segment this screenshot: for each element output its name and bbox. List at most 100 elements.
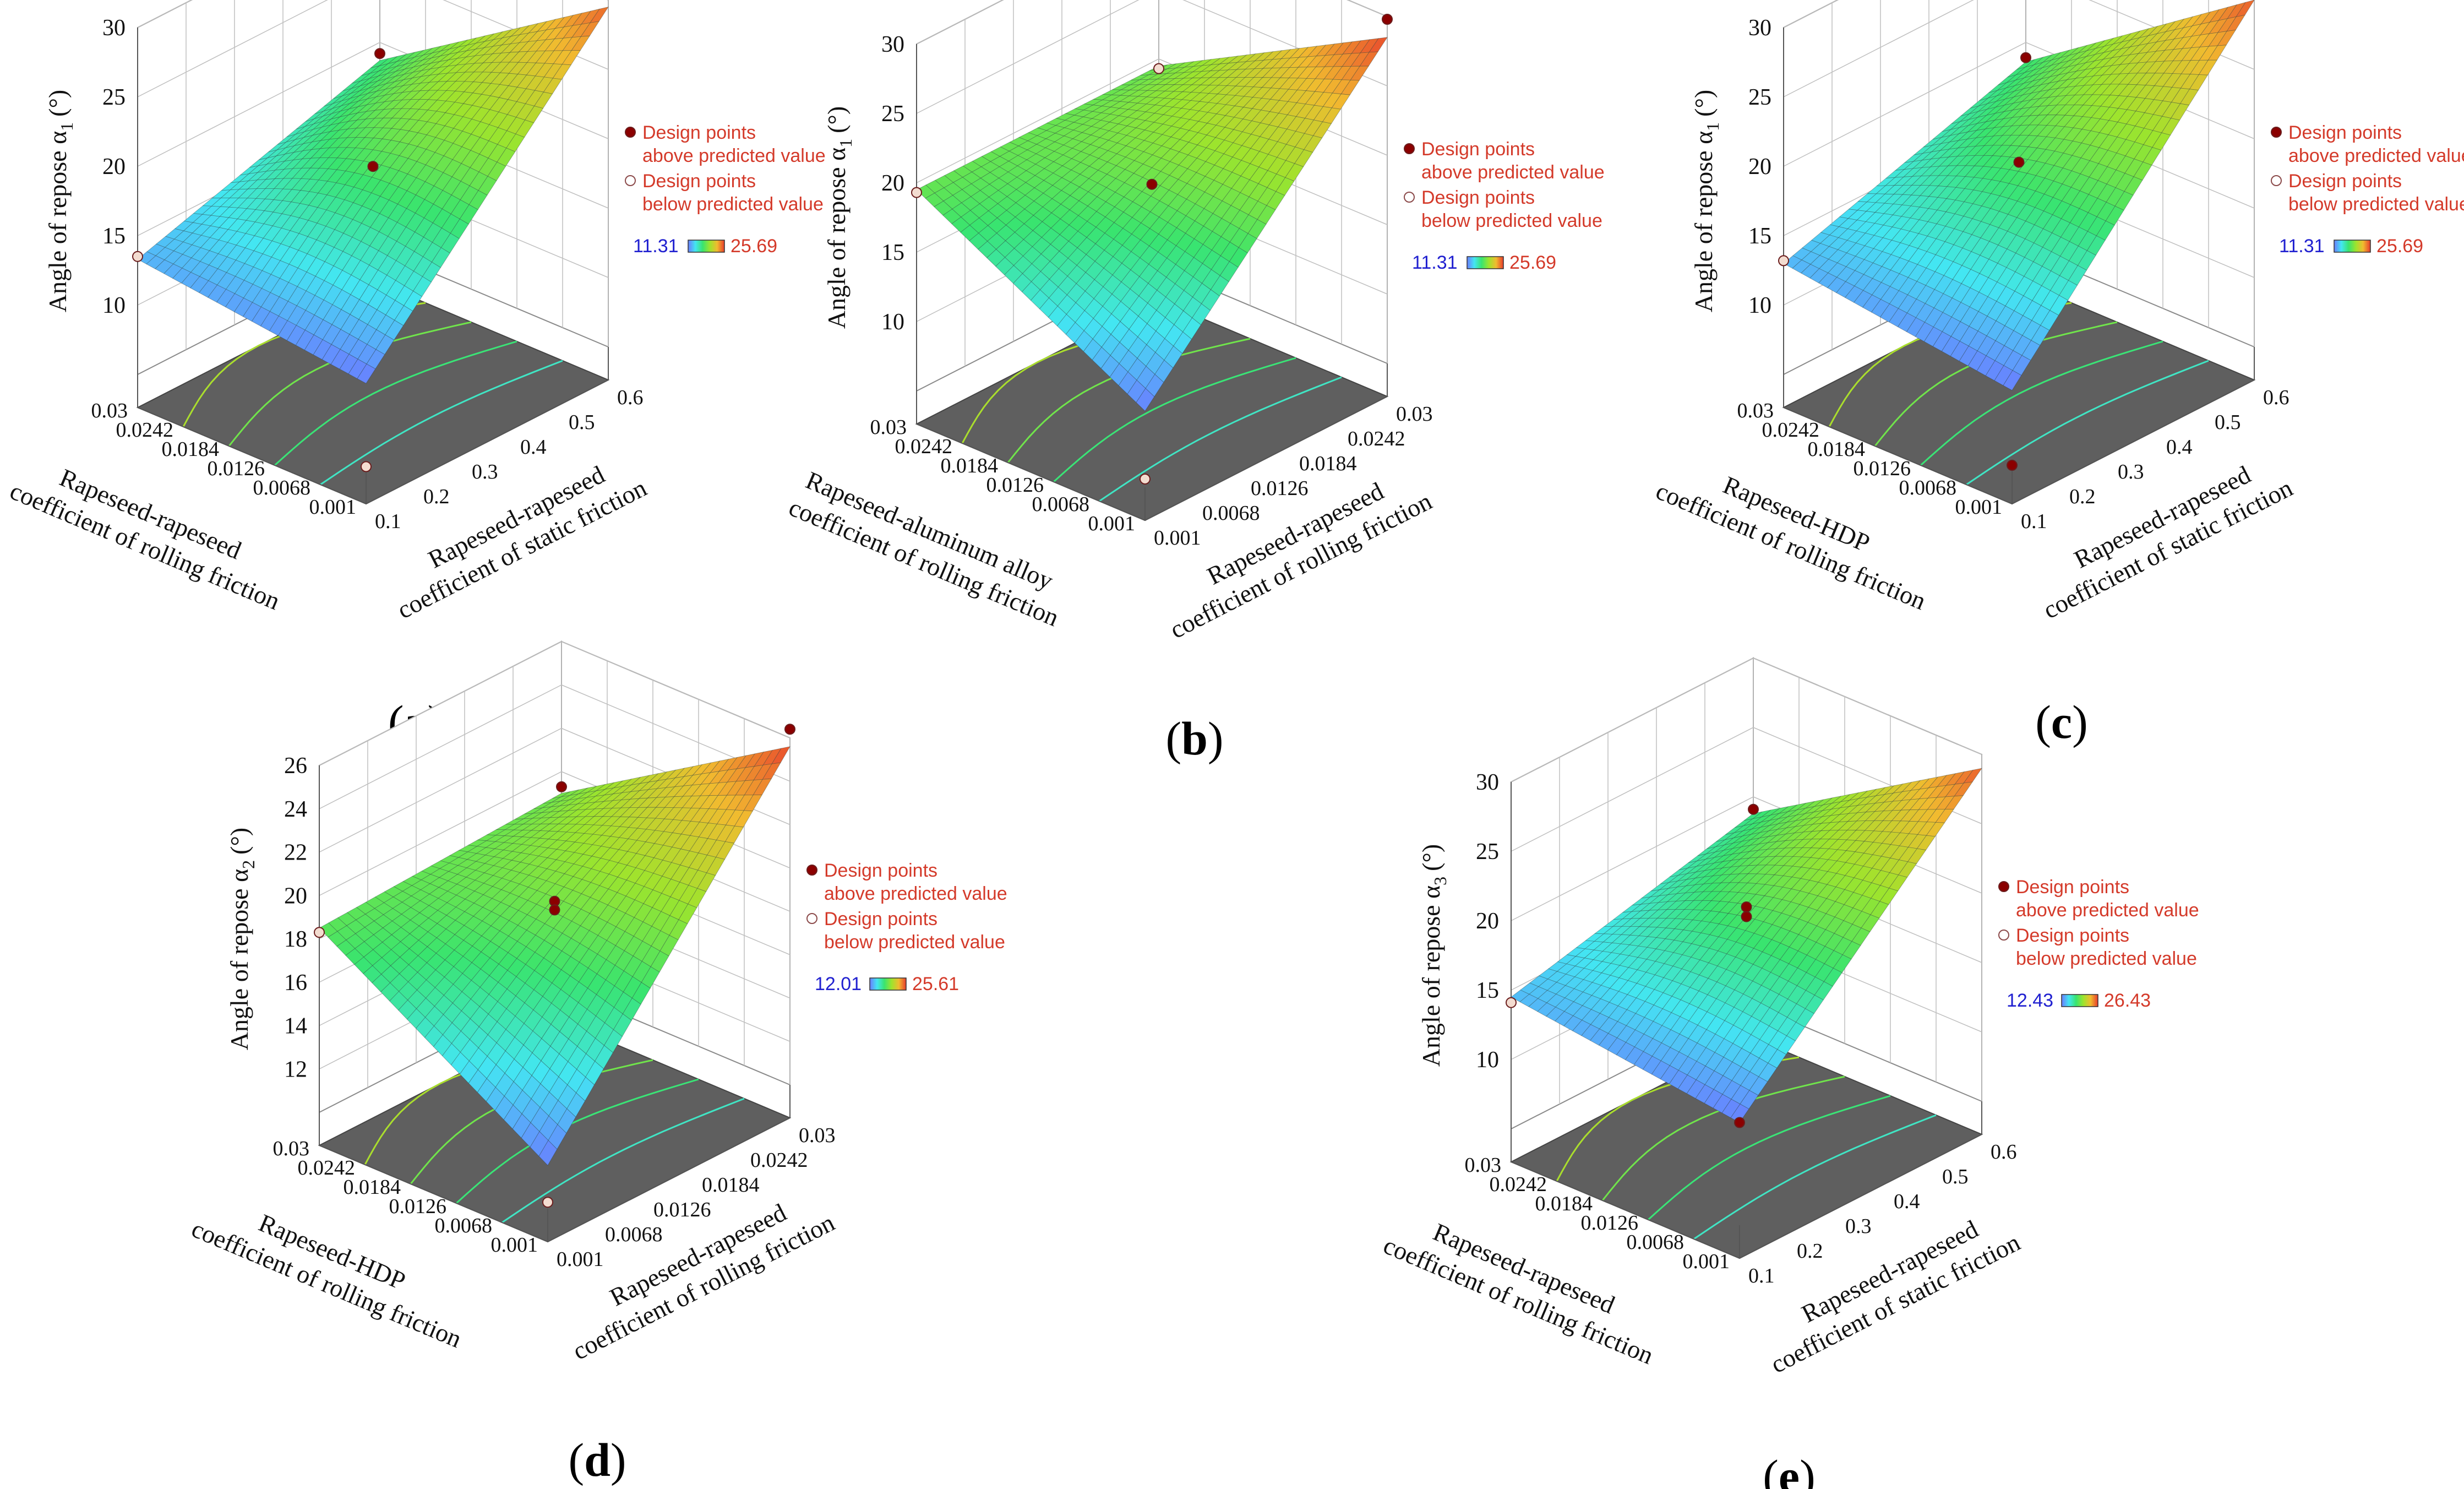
legend-below-marker (2271, 175, 2282, 186)
surface-cell (1210, 275, 1229, 297)
legend-low-value: 12.43 (2007, 990, 2053, 1011)
design-point-above (2007, 459, 2018, 471)
right-axis-tick-label: 0.03 (799, 1124, 836, 1147)
legend-above-text: Design points (642, 122, 756, 143)
right-axis-tick-label: 0.001 (557, 1248, 604, 1271)
design-point-above (1741, 911, 1752, 922)
right-axis-tick-label: 0.3 (1845, 1215, 1872, 1238)
legend-below-marker (1998, 930, 2009, 941)
right-axis-tick-label: 0.0068 (1202, 502, 1260, 525)
legend-color-bar (688, 240, 725, 253)
right-axis-line (366, 379, 609, 504)
z-tick-label: 15 (1476, 978, 1499, 1003)
right-axis-tick-label: 0.1 (375, 510, 401, 533)
right-axis-tick-label: 0.0126 (653, 1198, 711, 1221)
legend-below-text: Design points (2288, 171, 2402, 192)
legend-below-marker (625, 175, 636, 186)
right-axis-tick-label: 0.0184 (1299, 452, 1357, 475)
panel-label: (b) (1165, 712, 1223, 765)
design-point-below (361, 461, 372, 472)
surface-cell (562, 50, 581, 66)
left-axis-tick-label: 0.03 (91, 399, 128, 422)
surface-cell (459, 204, 478, 225)
right-axis-tick-label: 0.0242 (1348, 427, 1405, 450)
right-axis-tick-label: 0.6 (617, 386, 644, 409)
left-axis-tick-label: 0.001 (491, 1233, 538, 1257)
legend-below-text: below predicted value (824, 932, 1005, 953)
design-point-below (542, 1197, 553, 1208)
right-axis-tick-label: 0.03 (1396, 403, 1433, 426)
design-points (132, 48, 385, 472)
surface-cell (580, 21, 599, 37)
legend-above-text: Design points (824, 860, 937, 881)
surface-cell (1229, 247, 1248, 268)
legend-low-value: 12.01 (815, 974, 862, 995)
legend-above-marker (806, 865, 817, 876)
floor-contour (228, 321, 472, 447)
floor-contour (1099, 376, 1342, 502)
left-axis-tick-label: 0.0242 (116, 419, 174, 442)
surface-cell (1285, 163, 1304, 182)
surface-cell (440, 233, 460, 254)
z-tick-label: 30 (1476, 770, 1499, 795)
legend-below-text: Design points (1421, 187, 1535, 208)
legend-below-text: below predicted value (2288, 194, 2464, 215)
design-point-above (2013, 156, 2025, 168)
surface-cell (1266, 191, 1285, 210)
surface-cell (357, 363, 376, 384)
right-axis-tick-label: 0.0068 (605, 1223, 663, 1246)
surface-cell (431, 247, 450, 268)
z-tick-label: 26 (284, 753, 307, 779)
surface-cell (1359, 51, 1378, 67)
design-point-above (556, 781, 567, 792)
response-surface (916, 37, 1388, 412)
z-tick-label: 25 (881, 101, 904, 127)
right-axis-tick-label: 0.2 (423, 485, 450, 508)
z-tick-label: 15 (881, 240, 904, 265)
surface-cell (1173, 332, 1192, 354)
right-axis-tick-label: 0.4 (2166, 436, 2193, 459)
right-axis-tick-label: 0.6 (1991, 1140, 2017, 1164)
floor-contour (1053, 357, 1296, 483)
legend-above-marker (625, 127, 636, 138)
left-axis-tick-label: 0.0126 (208, 457, 265, 480)
z-axis: 10 15 20 25 30 Angle of repose α1(°) (43, 15, 138, 374)
z-axis: 10 15 20 25 30 Angle of repose α3(°) (1417, 770, 1512, 1129)
surface-cell (1331, 94, 1350, 110)
legend-below-text: below predicted value (642, 194, 824, 215)
right-axis-tick-label: 0.4 (520, 436, 547, 459)
right-axis-tick-label: 0.0242 (750, 1149, 808, 1172)
z-tick-label: 25 (1476, 839, 1499, 865)
z-axis-label: Angle of repose α1(°) (822, 106, 855, 329)
surface-cell (366, 349, 385, 369)
left-axis-tick-label: 0.001 (1683, 1250, 1730, 1273)
right-axis-tick-label: 0.1 (1748, 1264, 1775, 1287)
left-axis-tick-label: 0.001 (309, 496, 357, 519)
z-tick-label: 10 (881, 309, 904, 335)
right-axis-tick-label: 0.0184 (702, 1173, 760, 1197)
surface-cell (1257, 205, 1276, 225)
legend-above-marker (1998, 881, 2009, 892)
surface-cell (1192, 303, 1211, 325)
design-point-below (1153, 63, 1164, 74)
floor-contour (1007, 338, 1251, 463)
panel-label: (c) (2035, 695, 2087, 748)
surface-cell (515, 119, 535, 138)
legend-color-bar (2334, 240, 2371, 253)
left-axis-line (137, 407, 367, 504)
legend-high-value: 25.69 (731, 236, 777, 257)
legend-low-value: 11.31 (1412, 252, 1458, 273)
design-point-below (132, 251, 143, 262)
design-point-above (784, 724, 795, 735)
design-point-below (1778, 255, 1789, 267)
legend-below-text: below predicted value (2016, 948, 2197, 969)
z-tick-label: 15 (102, 224, 126, 249)
surface-cell (1238, 233, 1257, 253)
legend-above-marker (1404, 143, 1415, 154)
z-tick-label: 25 (1748, 85, 1771, 110)
surface-cell (468, 190, 488, 210)
z-tick-label: 20 (284, 883, 307, 909)
z-tick-label: 30 (102, 15, 126, 41)
